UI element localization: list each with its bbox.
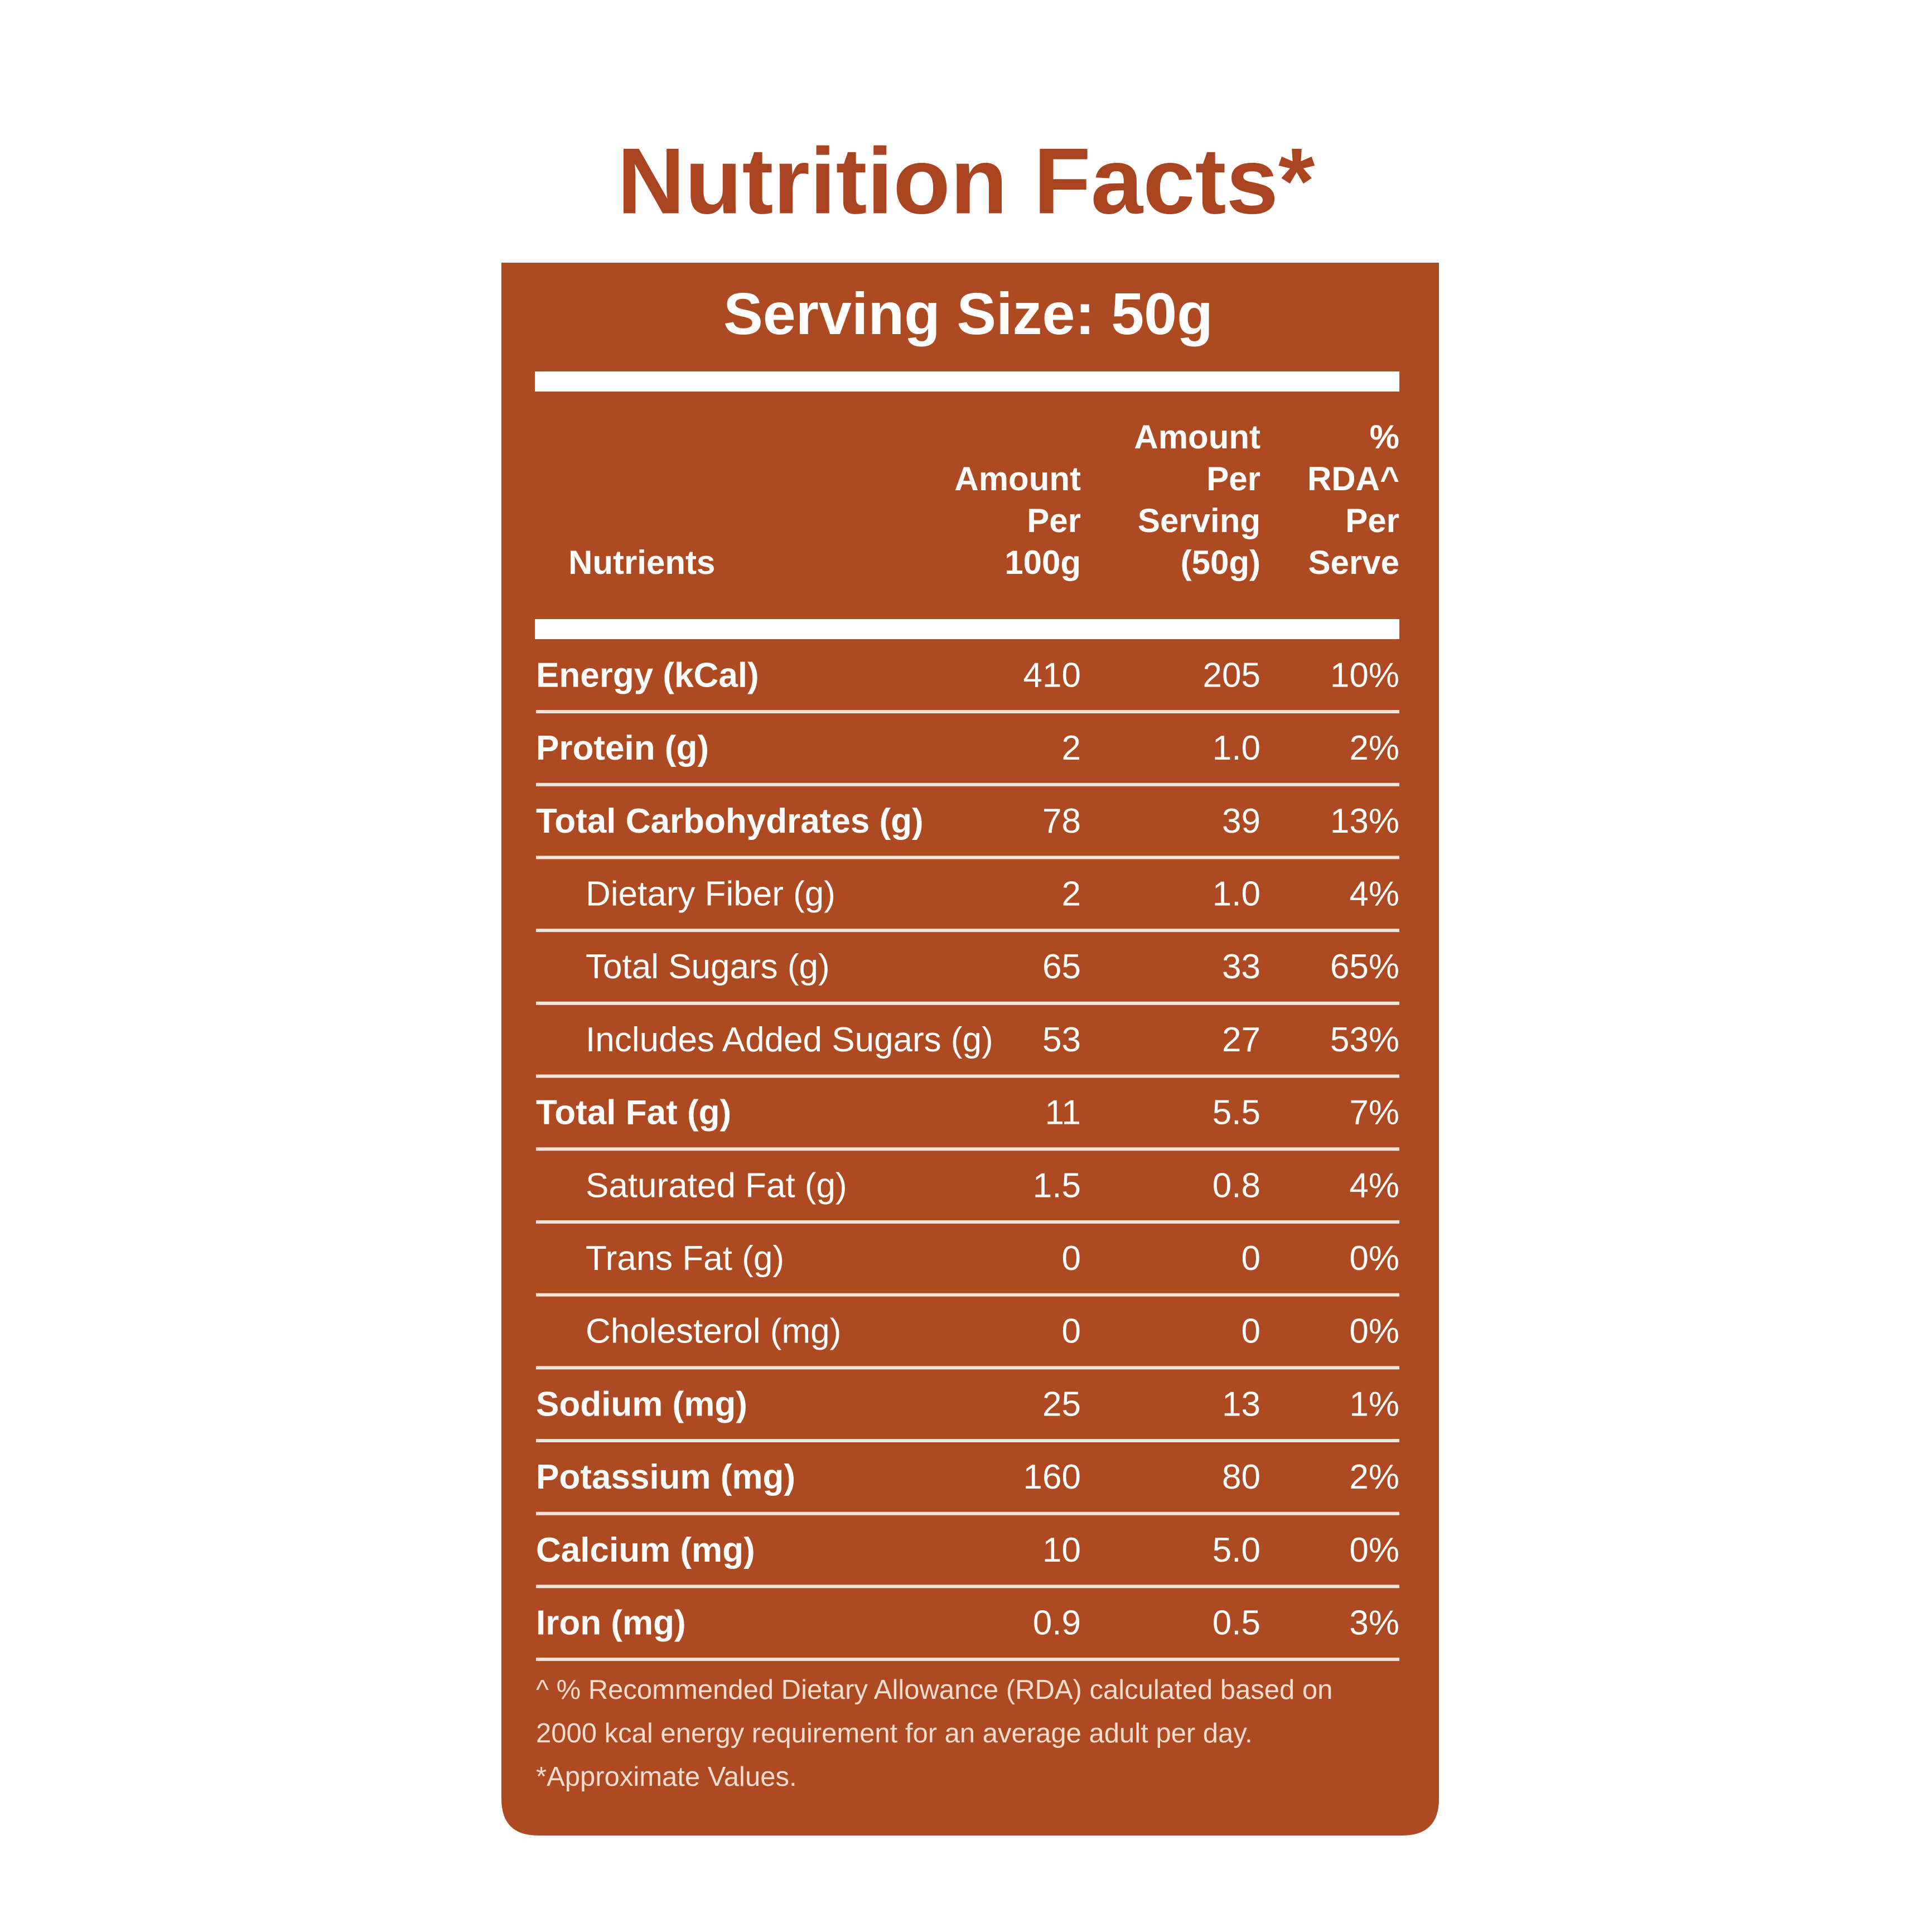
row-divider [536, 1366, 1399, 1370]
title: Nutrition Facts* [617, 128, 1315, 233]
nutrient-value: 0 [1062, 1239, 1081, 1278]
nutrient-value: 80 [1222, 1458, 1260, 1496]
column-header: Amount [1134, 418, 1260, 456]
nutrient-value: 53% [1330, 1021, 1399, 1059]
nutrient-label: Total Fat (g) [536, 1094, 731, 1132]
nutrient-value: 1.5 [1033, 1166, 1081, 1205]
column-header: Per [1206, 460, 1260, 498]
column-header: (50g) [1181, 544, 1260, 581]
nutrient-label: Saturated Fat (g) [586, 1166, 847, 1205]
row-divider [536, 1658, 1399, 1661]
nutrient-value: 53 [1042, 1021, 1081, 1059]
row-divider [536, 783, 1399, 786]
row-divider [536, 1220, 1399, 1224]
nutrient-value: 0 [1242, 1312, 1260, 1351]
nutrient-value: 65% [1330, 948, 1399, 986]
row-divider [536, 1074, 1399, 1078]
column-header: Serving [1138, 502, 1260, 539]
nutrient-value: 39 [1222, 802, 1260, 841]
nutrient-label: Trans Fat (g) [586, 1239, 784, 1278]
nutrient-label: Includes Added Sugars (g) [586, 1021, 993, 1059]
nutrient-value: 11 [1045, 1094, 1081, 1132]
nutrient-value: 0.9 [1033, 1603, 1081, 1642]
nutrient-value: 205 [1203, 656, 1260, 694]
nutrient-value: 27 [1222, 1021, 1260, 1059]
column-header: Per [1027, 502, 1081, 539]
table: Nutrients Amount Per 100g Amount Per Serving (5… [536, 418, 1399, 1792]
nutrient-value: 78 [1042, 802, 1081, 841]
nutrient-value: 410 [1023, 656, 1081, 694]
nutrient-value: 160 [1023, 1458, 1081, 1496]
column-header: Nutrients [568, 544, 715, 581]
nutrient-value: 10 [1042, 1531, 1081, 1569]
nutrient-value: 0% [1349, 1531, 1399, 1569]
nutrient-value: 0.5 [1213, 1603, 1260, 1642]
column-header: Amount [954, 460, 1081, 498]
nutrient-value: 1.0 [1213, 875, 1260, 913]
divider-bar [535, 619, 1399, 639]
nutrient-value: 2% [1349, 1458, 1399, 1496]
nutrient-value: 5.5 [1213, 1094, 1260, 1132]
column-header: % [1370, 418, 1399, 456]
row-divider [536, 1511, 1399, 1515]
nutrient-value: 2% [1349, 729, 1399, 767]
row-divider [536, 1293, 1399, 1297]
nutrient-value: 4% [1349, 875, 1399, 913]
nutrient-label: Calcium (mg) [536, 1531, 755, 1569]
nutrient-value: 0% [1349, 1312, 1399, 1351]
nutrient-label: Potassium (mg) [536, 1458, 795, 1496]
row-divider [536, 710, 1399, 713]
divider-bar [535, 371, 1399, 392]
nutrient-value: 7% [1349, 1094, 1399, 1132]
nutrient-value: 33 [1222, 948, 1260, 986]
nutrient-label: Iron (mg) [536, 1603, 686, 1642]
nutrient-value: 0% [1349, 1239, 1399, 1278]
nutrient-value: 10% [1330, 656, 1399, 694]
nutrient-label: Cholesterol (mg) [586, 1312, 841, 1351]
nutrient-label: Total Carbohydrates (g) [536, 802, 924, 841]
nutrient-value: 0 [1062, 1312, 1081, 1351]
footnote: 2000 kcal energy requirement for an aver… [536, 1718, 1253, 1749]
nutrient-label: Energy (kCal) [536, 656, 759, 694]
nutrient-value: 1.0 [1213, 729, 1260, 767]
column-header: Per [1345, 502, 1399, 539]
nutrient-value: 25 [1042, 1385, 1081, 1423]
nutrient-label: Dietary Fiber (g) [586, 875, 835, 913]
column-header: Serve [1308, 544, 1399, 581]
nutrient-value: 3% [1349, 1603, 1399, 1642]
nutrient-value: 13% [1330, 802, 1399, 841]
row-divider [536, 1585, 1399, 1588]
nutrient-value: 0 [1242, 1239, 1260, 1278]
row-divider [536, 1439, 1399, 1442]
nutrient-value: 1% [1349, 1385, 1399, 1423]
nutrient-label: Protein (g) [536, 729, 709, 767]
row-divider [536, 1147, 1399, 1151]
serving-size: Serving Size: 50g [723, 281, 1213, 347]
column-header: 100g [1004, 544, 1081, 581]
column-header: RDA^ [1307, 460, 1399, 498]
nutrient-label: Total Sugars (g) [586, 948, 830, 986]
nutrient-label: Sodium (mg) [536, 1385, 747, 1423]
row-divider [536, 856, 1399, 859]
nutrient-value: 4% [1349, 1166, 1399, 1205]
nutrient-value: 13 [1222, 1385, 1260, 1423]
nutrient-value: 65 [1042, 948, 1081, 986]
nutrient-value: 2 [1062, 875, 1081, 913]
footnote: ^ % Recommended Dietary Allowance (RDA) … [536, 1675, 1332, 1705]
nutrient-value: 0.8 [1213, 1166, 1260, 1205]
nutrient-value: 2 [1062, 729, 1081, 767]
row-divider [536, 929, 1399, 933]
nutrient-value: 5.0 [1213, 1531, 1260, 1569]
footnote: *Approximate Values. [536, 1762, 797, 1792]
row-divider [536, 1001, 1399, 1005]
